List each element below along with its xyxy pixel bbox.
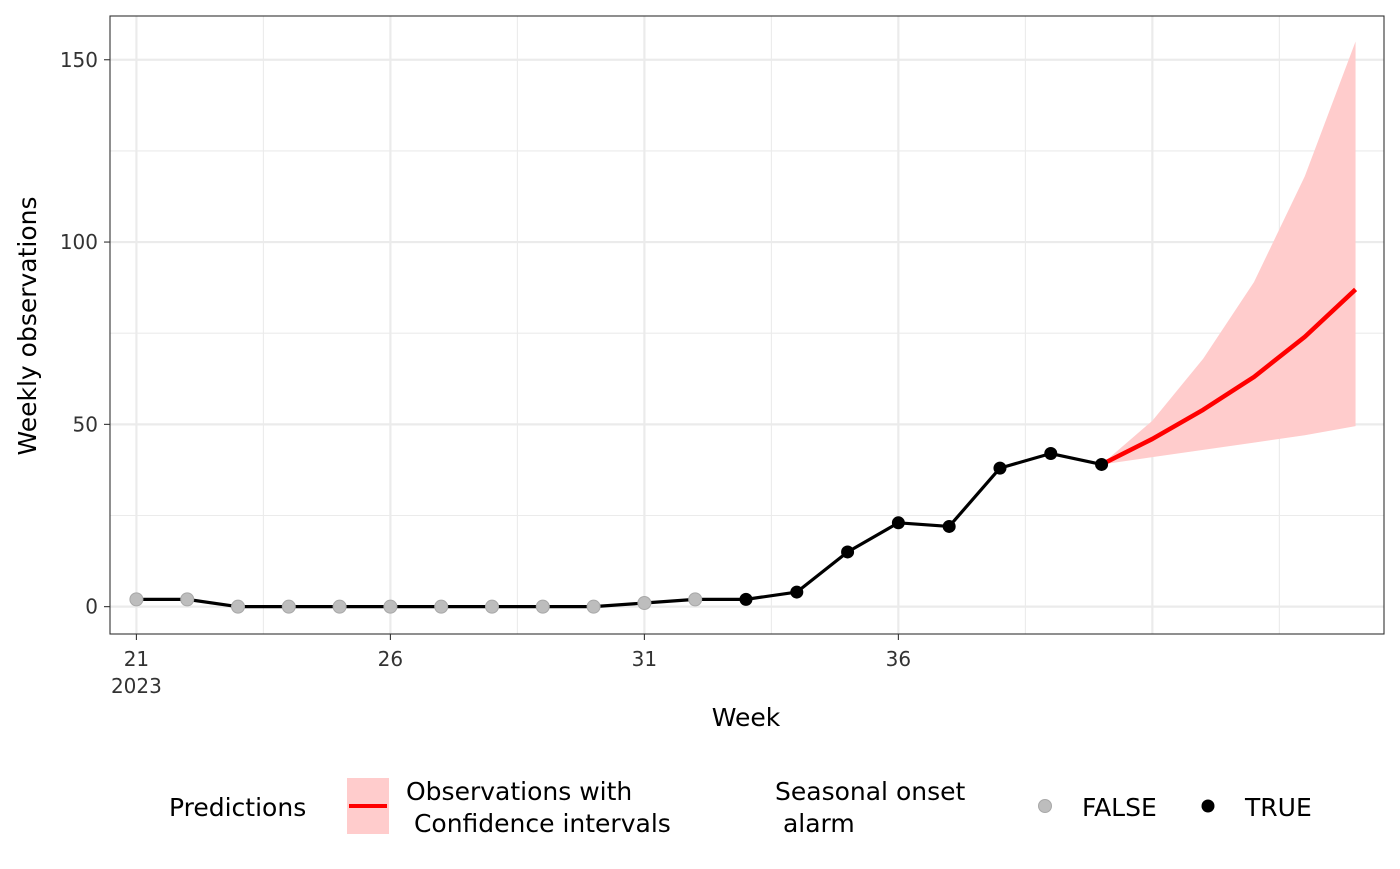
observation-point-alarm-false [180,592,195,607]
y-tick-label: 0 [85,595,98,619]
x-tick-sublabel: 2023 [111,674,162,698]
legend-alarm-title-line2: alarm [775,809,855,838]
prediction-line [1100,287,1358,467]
observation-point-alarm-false [129,592,144,607]
observation-point-alarm-false [535,599,550,614]
observation-point-alarm-false [434,599,449,614]
observation-points-layer [129,447,1109,614]
observation-point-alarm-true [1095,457,1109,471]
observation-point-alarm-false [231,599,246,614]
y-axis-label: Weekly observations [13,196,42,455]
observation-point-alarm-true [739,592,753,606]
observation-point-alarm-true [891,516,905,530]
observation-point-alarm-false [281,599,296,614]
panel-border [109,15,1385,635]
y-tick-label: 50 [73,412,98,436]
observation-point-alarm-false [688,592,703,607]
observation-point-alarm-false [332,599,347,614]
observation-point-alarm-true [942,519,956,533]
grid-minor [110,16,1384,634]
observation-point-alarm-true [841,545,855,559]
observation-point-alarm-false [637,596,652,611]
observation-point-alarm-false [383,599,398,614]
observation-point-alarm-true [790,585,804,599]
observation-point-alarm-true [1044,447,1058,461]
legend-alarm-true-label: TRUE [1244,793,1312,822]
legend-alarm-false-label: FALSE [1082,793,1157,822]
legend-alarm-title-line1: Seasonal onset [775,777,965,806]
observation-line [136,451,1102,609]
prediction-line-layer [1100,287,1358,467]
x-axis-label: Week [712,703,781,732]
legend-predictions-title: Predictions [169,793,306,822]
y-tick-label: 100 [60,230,98,254]
legend: Predictions Observations with Confidence… [169,777,1312,838]
legend-predictions-label-line1: Observations with [406,777,632,806]
observation-line-layer [136,451,1102,609]
x-tick-label: 21 [124,647,149,671]
confidence-band [1101,41,1356,465]
confidence-band-layer [1101,41,1356,465]
legend-alarm-true-marker [1201,799,1215,813]
x-tick-label: 36 [886,647,911,671]
x-tick-label: 31 [632,647,657,671]
legend-alarm-false-marker [1038,799,1052,813]
observation-point-alarm-false [586,599,601,614]
y-tick-label: 150 [60,48,98,72]
observation-point-alarm-true [993,461,1007,475]
x-tick-label: 26 [378,647,403,671]
legend-predictions-label-line2: Confidence intervals [406,809,671,838]
axis-layer: 0 50 100 150 21 2023 26 31 36 [60,48,911,698]
observation-point-alarm-false [484,599,499,614]
